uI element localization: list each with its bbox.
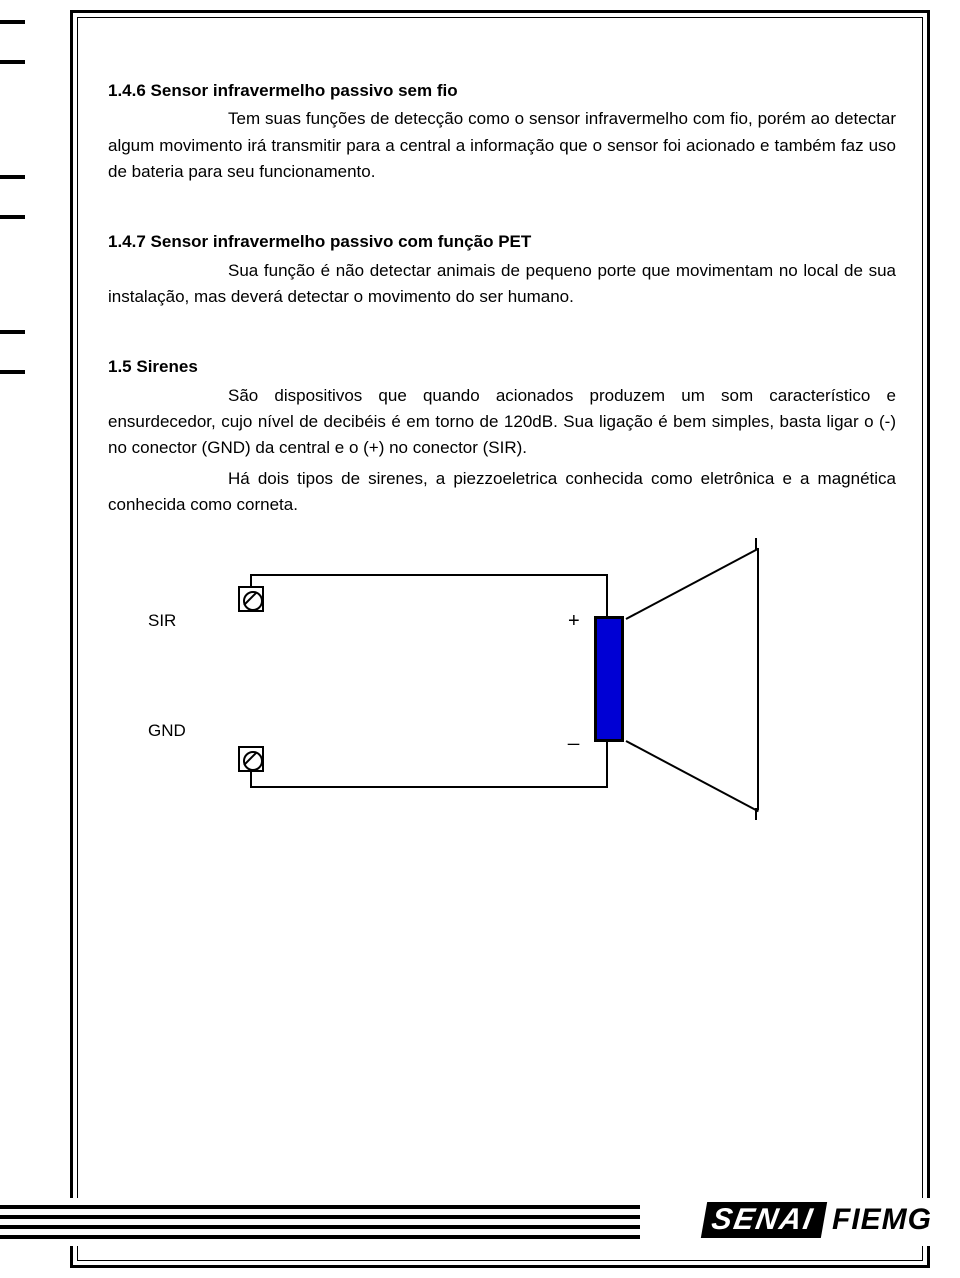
- gnd-label: GND: [148, 718, 186, 744]
- siren-wiring-diagram: SIR GND + _: [148, 568, 848, 828]
- speaker-tick: [755, 808, 757, 820]
- logo-wrap: SENAI FIEMG: [704, 1202, 932, 1238]
- logo-stripe: [0, 1235, 640, 1239]
- minus-label: _: [568, 720, 579, 751]
- logo-stripe: [0, 1205, 640, 1209]
- sir-label: SIR: [148, 608, 176, 634]
- content-area: 1.4.6 Sensor infravermelho passivo sem f…: [108, 60, 896, 828]
- heading-147: 1.4.7 Sensor infravermelho passivo com f…: [108, 229, 896, 255]
- wire: [606, 740, 608, 788]
- para-146: Tem suas funções de detecção como o sens…: [108, 106, 896, 185]
- speaker-cone-edge: [757, 548, 759, 810]
- heading-15: 1.5 Sirenes: [108, 354, 896, 380]
- binder-mark: [0, 215, 25, 219]
- logo-stripe: [0, 1215, 640, 1219]
- binder-mark: [0, 20, 25, 24]
- logo-stripe: [0, 1225, 640, 1229]
- speaker-body: [594, 616, 624, 742]
- binder-mark: [0, 370, 25, 374]
- fiemg-logo: FIEMG: [832, 1205, 932, 1235]
- para-147: Sua função é não detectar animais de peq…: [108, 258, 896, 311]
- wire: [250, 574, 608, 576]
- senai-logo: SENAI: [701, 1202, 827, 1238]
- speaker-tick: [755, 538, 757, 550]
- wire: [606, 574, 608, 618]
- binder-mark: [0, 60, 25, 64]
- binder-mark: [0, 175, 25, 179]
- wire: [250, 786, 608, 788]
- footer-logo-bar: SENAI FIEMG: [0, 1198, 960, 1246]
- para-15b: Há dois tipos de sirenes, a piezzoeletri…: [108, 466, 896, 519]
- binder-mark: [0, 330, 25, 334]
- para-15a: São dispositivos que quando acionados pr…: [108, 383, 896, 462]
- heading-146: 1.4.6 Sensor infravermelho passivo sem f…: [108, 78, 896, 104]
- gnd-terminal-icon: [238, 746, 264, 772]
- speaker-cone-top: [626, 548, 759, 620]
- plus-label: +: [568, 606, 580, 637]
- speaker-cone-bottom: [626, 741, 759, 813]
- sir-terminal-icon: [238, 586, 264, 612]
